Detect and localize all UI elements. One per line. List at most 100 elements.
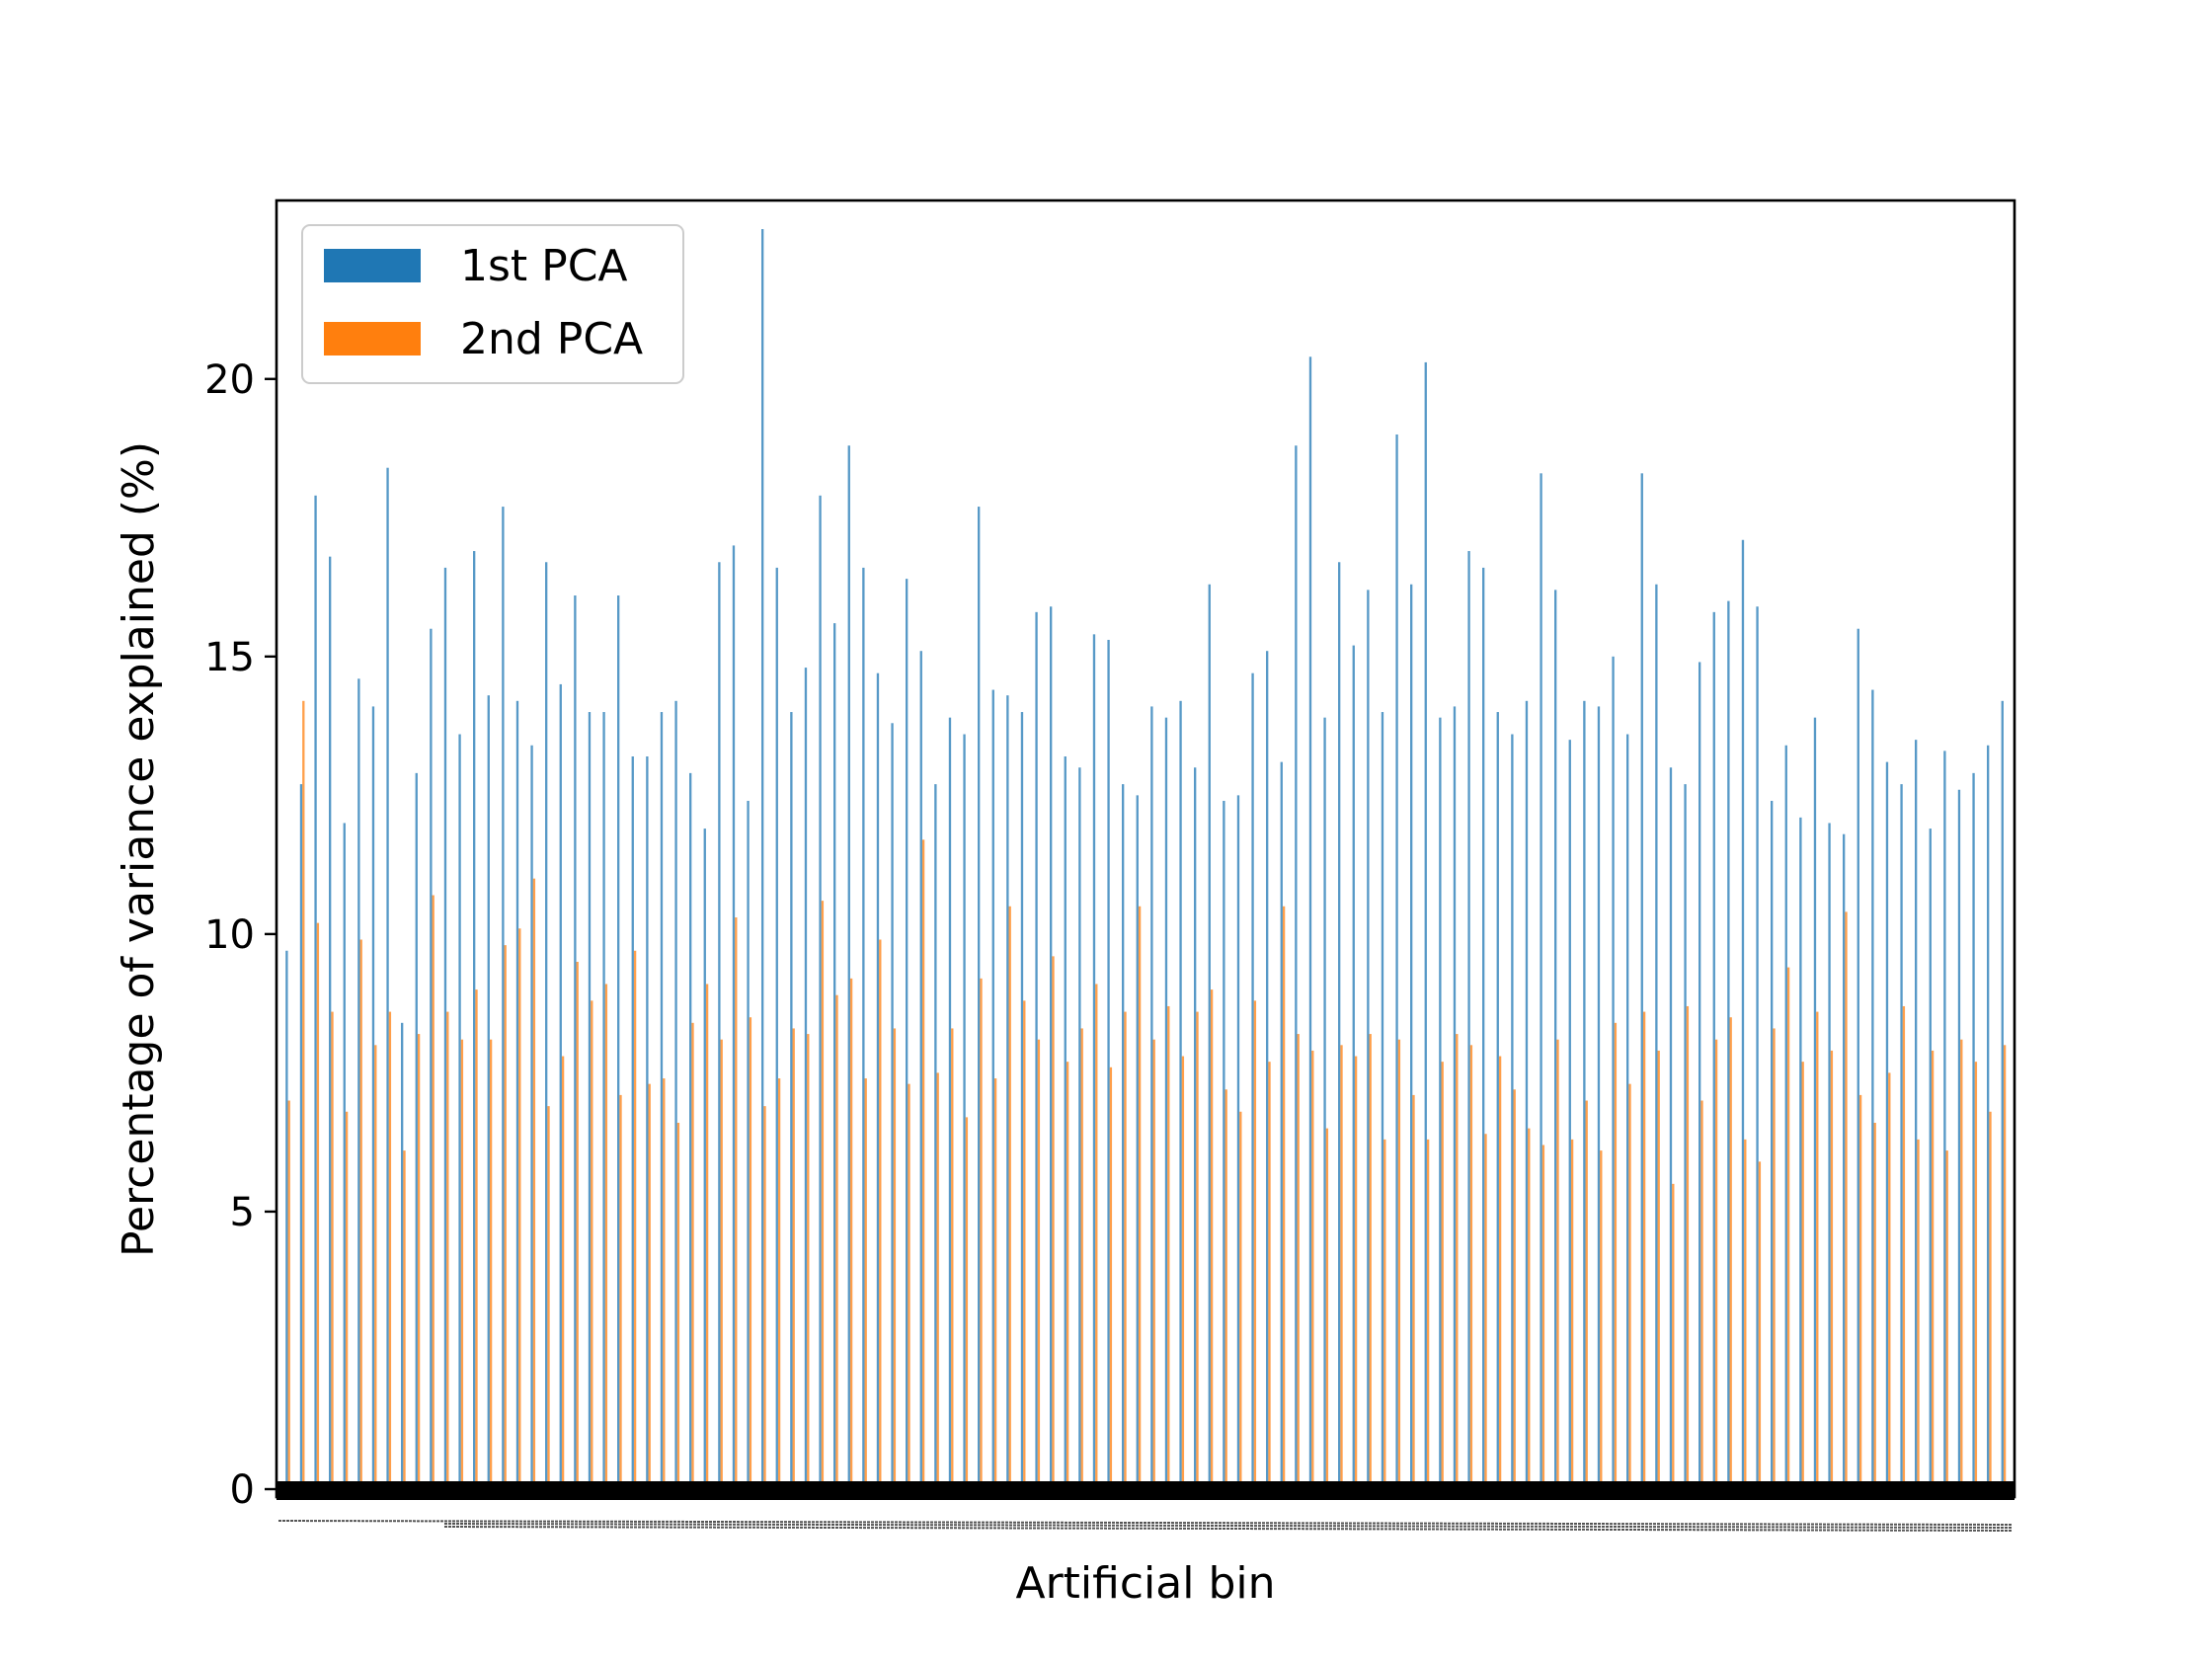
bar-2nd-pca-49 bbox=[993, 1078, 997, 1489]
bar-1st-pca-74 bbox=[1352, 645, 1355, 1489]
bar-1st-pca-117 bbox=[1972, 772, 1975, 1489]
x-tick-label-smudge-1 bbox=[443, 1523, 2014, 1529]
y-tick-label-15: 15 bbox=[204, 635, 255, 680]
legend-label-2nd-pca: 2nd PCA bbox=[460, 314, 643, 364]
bar-1st-pca-60 bbox=[1150, 706, 1153, 1489]
bar-1st-pca-69 bbox=[1280, 761, 1283, 1489]
bar-2nd-pca-59 bbox=[1138, 906, 1142, 1489]
bar-2nd-pca-75 bbox=[1369, 1034, 1372, 1489]
y-tick-label-0: 0 bbox=[230, 1467, 255, 1513]
bar-2nd-pca-37 bbox=[821, 901, 825, 1489]
y-tick-label-5: 5 bbox=[230, 1190, 255, 1235]
bar-1st-pca-101 bbox=[1741, 539, 1745, 1489]
bar-1st-pca-77 bbox=[1395, 434, 1398, 1490]
bar-1st-pca-71 bbox=[1308, 356, 1312, 1489]
bar-1st-pca-13 bbox=[473, 551, 476, 1489]
x-tick-label-smudge-2 bbox=[443, 1526, 2014, 1532]
bar-2nd-pca-68 bbox=[1268, 1062, 1271, 1489]
bar-2nd-pca-101 bbox=[1744, 1139, 1747, 1489]
bar-2nd-pca-41 bbox=[879, 939, 882, 1489]
bar-1st-pca-68 bbox=[1266, 651, 1269, 1489]
bar-1st-pca-47 bbox=[963, 734, 966, 1489]
bar-2nd-pca-13 bbox=[475, 989, 478, 1489]
bar-2nd-pca-95 bbox=[1657, 1050, 1660, 1489]
bar-1st-pca-96 bbox=[1669, 767, 1673, 1489]
bar-2nd-pca-99 bbox=[1714, 1039, 1718, 1489]
bar-2nd-pca-48 bbox=[980, 978, 983, 1489]
bar-2nd-pca-36 bbox=[807, 1034, 810, 1489]
bar-1st-pca-50 bbox=[1006, 695, 1009, 1489]
bar-1st-pca-79 bbox=[1424, 361, 1427, 1489]
bar-1st-pca-5 bbox=[357, 678, 360, 1489]
bar-1st-pca-28 bbox=[689, 772, 692, 1489]
legend-swatch-1st-pca bbox=[324, 249, 421, 282]
bar-1st-pca-85 bbox=[1511, 734, 1514, 1489]
bar-2nd-pca-52 bbox=[1037, 1039, 1041, 1489]
bar-2nd-pca-65 bbox=[1224, 1089, 1227, 1489]
bar-1st-pca-94 bbox=[1640, 473, 1643, 1490]
bar-2nd-pca-94 bbox=[1642, 1011, 1646, 1489]
bar-1st-pca-119 bbox=[2001, 700, 2004, 1489]
bar-2nd-pca-27 bbox=[676, 1123, 680, 1489]
bar-1st-pca-90 bbox=[1583, 700, 1586, 1489]
bar-2nd-pca-72 bbox=[1325, 1128, 1329, 1489]
bar-1st-pca-118 bbox=[1987, 745, 1990, 1489]
bar-2nd-pca-9 bbox=[417, 1034, 421, 1489]
bar-2nd-pca-116 bbox=[1960, 1039, 1963, 1489]
bar-2nd-pca-31 bbox=[735, 917, 738, 1489]
bar-1st-pca-91 bbox=[1597, 706, 1601, 1489]
bar-2nd-pca-55 bbox=[1080, 1028, 1083, 1489]
bar-1st-pca-16 bbox=[515, 700, 519, 1489]
bar-2nd-pca-71 bbox=[1311, 1050, 1314, 1489]
bar-1st-pca-63 bbox=[1194, 767, 1197, 1489]
bar-1st-pca-111 bbox=[1885, 761, 1889, 1489]
bar-1st-pca-52 bbox=[1035, 611, 1038, 1489]
bar-1st-pca-93 bbox=[1626, 734, 1629, 1489]
bar-2nd-pca-32 bbox=[749, 1017, 752, 1489]
bar-1st-pca-104 bbox=[1784, 745, 1787, 1489]
bar-2nd-pca-28 bbox=[691, 1022, 694, 1489]
bar-1st-pca-48 bbox=[978, 507, 981, 1489]
bar-2nd-pca-62 bbox=[1181, 1056, 1185, 1489]
bar-2nd-pca-81 bbox=[1456, 1034, 1459, 1489]
bar-1st-pca-100 bbox=[1727, 600, 1730, 1489]
bar-2nd-pca-82 bbox=[1469, 1045, 1473, 1489]
bar-2nd-pca-97 bbox=[1686, 1005, 1690, 1489]
bar-2nd-pca-104 bbox=[1786, 967, 1790, 1489]
bar-2nd-pca-98 bbox=[1700, 1100, 1703, 1489]
bar-2nd-pca-100 bbox=[1729, 1017, 1732, 1489]
bar-1st-pca-56 bbox=[1092, 634, 1096, 1489]
bar-1st-pca-57 bbox=[1107, 639, 1110, 1489]
bar-1st-pca-81 bbox=[1453, 706, 1457, 1489]
bar-2nd-pca-8 bbox=[403, 1150, 406, 1489]
bar-1st-pca-80 bbox=[1439, 717, 1442, 1489]
bar-1st-pca-2 bbox=[314, 495, 317, 1489]
bar-1st-pca-34 bbox=[775, 567, 778, 1489]
bar-1st-pca-70 bbox=[1295, 445, 1298, 1490]
bar-2nd-pca-92 bbox=[1614, 1022, 1618, 1489]
bar-2nd-pca-83 bbox=[1484, 1134, 1487, 1489]
bar-1st-pca-19 bbox=[559, 683, 562, 1489]
bar-1st-pca-83 bbox=[1482, 567, 1485, 1489]
bar-1st-pca-87 bbox=[1540, 473, 1542, 1490]
bar-2nd-pca-7 bbox=[388, 1011, 392, 1489]
bar-1st-pca-76 bbox=[1381, 712, 1384, 1489]
bar-1st-pca-46 bbox=[948, 717, 952, 1489]
x-tick-label-smudge-0 bbox=[277, 1520, 2014, 1526]
x-tick-labels bbox=[277, 1520, 2014, 1532]
bar-1st-pca-32 bbox=[747, 800, 750, 1489]
bar-1st-pca-36 bbox=[804, 668, 808, 1489]
bar-2nd-pca-45 bbox=[936, 1072, 939, 1489]
bar-1st-pca-58 bbox=[1122, 784, 1125, 1489]
bar-2nd-pca-79 bbox=[1426, 1139, 1430, 1489]
bar-2nd-pca-4 bbox=[345, 1111, 349, 1489]
bar-2nd-pca-118 bbox=[1989, 1111, 1992, 1489]
bar-2nd-pca-91 bbox=[1600, 1150, 1603, 1489]
bar-1st-pca-65 bbox=[1223, 800, 1225, 1489]
bar-2nd-pca-24 bbox=[633, 950, 637, 1489]
bar-1st-pca-14 bbox=[487, 695, 490, 1489]
bar-1st-pca-0 bbox=[285, 950, 288, 1489]
bar-1st-pca-38 bbox=[833, 623, 836, 1489]
y-axis-label: Percentage of variance explained (%) bbox=[114, 441, 164, 1257]
bar-2nd-pca-10 bbox=[432, 895, 434, 1489]
